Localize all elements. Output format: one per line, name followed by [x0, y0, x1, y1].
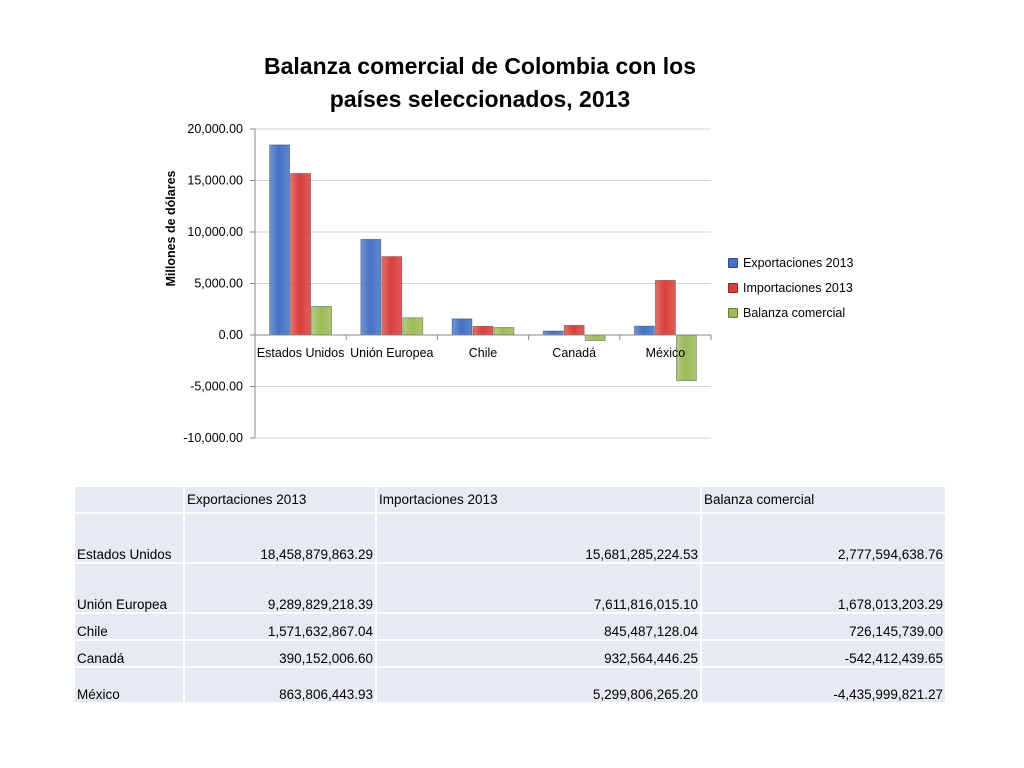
bar-importaciones — [472, 325, 494, 336]
table-cell: 2,777,594,638.76 — [702, 514, 947, 564]
legend-item: Balanza comercial — [728, 300, 854, 325]
table-cell: 15,681,285,224.53 — [377, 514, 702, 564]
table-row: Chile 1,571,632,867.04 845,487,128.04 726,1… — [75, 614, 947, 641]
table-header-cell: Importaciones 2013 — [377, 487, 702, 514]
table-row-label: Unión Europea — [75, 564, 185, 614]
bar-importaciones — [290, 173, 312, 336]
table-cell: 845,487,128.04 — [377, 614, 702, 641]
x-tick-label: Canadá — [552, 346, 596, 360]
table-row: Unión Europea 9,289,829,218.39 7,611,816,0… — [75, 564, 947, 614]
legend-item: Exportaciones 2013 — [728, 250, 854, 275]
table-row: México 863,806,443.93 5,299,806,265.20 -4,4… — [75, 668, 947, 704]
bar-importaciones — [381, 256, 403, 336]
table-row-label: Estados Unidos — [75, 514, 185, 564]
legend-item: Importaciones 2013 — [728, 275, 854, 300]
y-axis-title: Millones de dólares — [164, 170, 178, 286]
chart-title: Balanza comercial de Colombia con los pa… — [263, 53, 696, 112]
x-tick-label: Unión Europea — [350, 346, 433, 360]
table-cell: 9,289,829,218.39 — [185, 564, 377, 614]
axes — [250, 128, 712, 439]
table-cell: 863,806,443.93 — [185, 668, 377, 704]
table-header-cell: Exportaciones 2013 — [185, 487, 377, 514]
table-header-cell: Balanza comercial — [702, 487, 947, 514]
bar-importaciones — [655, 280, 676, 336]
legend-label: Exportaciones 2013 — [743, 255, 854, 270]
bar-exportaciones — [360, 238, 382, 336]
table-cell: 18,458,879,863.29 — [185, 514, 377, 564]
legend-label: Importaciones 2013 — [743, 280, 853, 295]
bars — [269, 144, 697, 382]
legend: Exportaciones 2013 Importaciones 2013 Bala… — [728, 250, 854, 325]
y-tick-label: -5,000.00 — [190, 380, 243, 394]
y-tick-label: 5,000.00 — [194, 277, 243, 291]
y-tick-label: 0.00 — [219, 328, 243, 342]
chart-plot: 20,000.00 15,000.00 10,000.00 5,000.00 0.00 -… — [164, 122, 712, 445]
y-tick-label: 20,000.00 — [187, 122, 243, 136]
table-cell: -542,412,439.65 — [702, 641, 947, 668]
table-row-label: México — [75, 668, 185, 704]
table-row-label: Chile — [75, 614, 185, 641]
y-tick-label: 10,000.00 — [187, 225, 243, 239]
table-cell: 390,152,006.60 — [185, 641, 377, 668]
legend-swatch — [728, 257, 738, 268]
table-cell: 1,678,013,203.29 — [702, 564, 947, 614]
x-tick-label: Chile — [469, 346, 498, 360]
y-tick-label: -10,000.00 — [183, 431, 243, 445]
table-cell: 7,611,816,015.10 — [377, 564, 702, 614]
legend-swatch — [728, 282, 738, 293]
bar-exportaciones — [269, 144, 291, 336]
gridlines — [255, 128, 711, 439]
table-row: Estados Unidos 18,458,879,863.29 15,681,28… — [75, 514, 947, 564]
table-cell: 932,564,446.25 — [377, 641, 702, 668]
bar-balanza — [493, 327, 515, 336]
table-cell: 1,571,632,867.04 — [185, 614, 377, 641]
table-cell: 5,299,806,265.20 — [377, 668, 702, 704]
bar-exportaciones — [634, 325, 655, 336]
table-header-row: Exportaciones 2013 Importaciones 2013 Bala… — [75, 487, 947, 514]
bar-importaciones — [563, 324, 585, 336]
bar-balanza — [584, 334, 606, 341]
legend-label: Balanza comercial — [743, 305, 846, 320]
table-row-label: Canadá — [75, 641, 185, 668]
data-table: Exportaciones 2013 Importaciones 2013 Bala… — [75, 487, 947, 704]
table-header-cell — [75, 487, 185, 514]
bar-balanza — [402, 317, 424, 336]
legend-swatch — [728, 307, 738, 318]
x-tick-label: México — [646, 346, 686, 360]
table-cell: 726,145,739.00 — [702, 614, 947, 641]
x-tick-label: Estados Unidos — [257, 346, 345, 360]
table-row: Canadá 390,152,006.60 932,564,446.25 -542,4… — [75, 641, 947, 668]
bar-balanza — [311, 305, 333, 336]
table-cell: -4,435,999,821.27 — [702, 668, 947, 704]
bar-exportaciones — [451, 318, 473, 336]
tick-labels: 20,000.00 15,000.00 10,000.00 5,000.00 0.00 -… — [164, 122, 685, 445]
bar-exportaciones — [542, 330, 564, 336]
y-tick-label: 15,000.00 — [187, 174, 243, 188]
